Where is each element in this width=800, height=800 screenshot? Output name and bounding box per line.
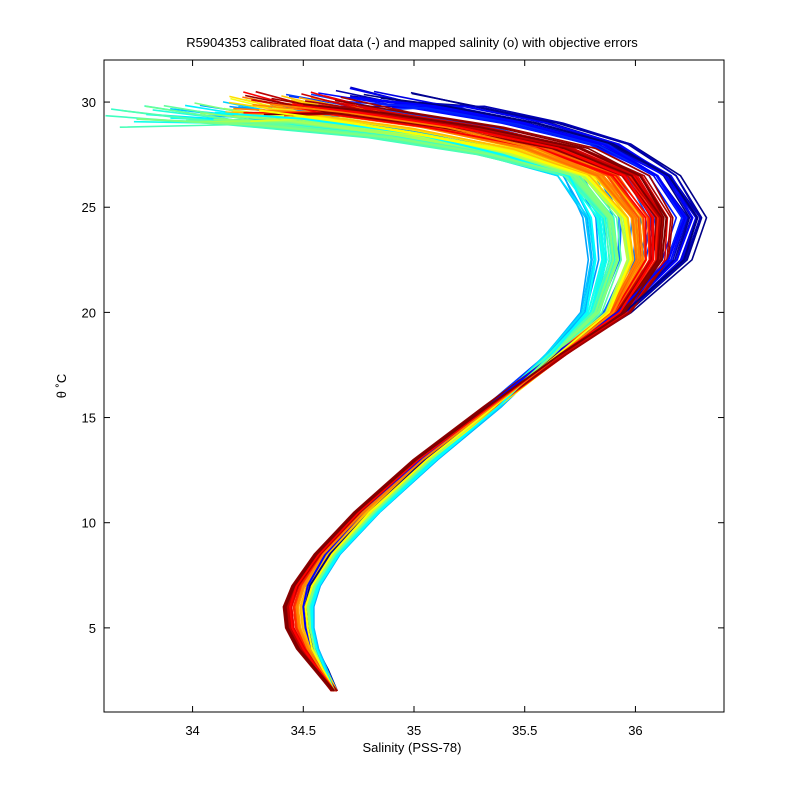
profile-line (119, 123, 615, 692)
series-line (269, 103, 641, 692)
profile-line (152, 109, 616, 692)
series-line (258, 109, 632, 692)
profile-line (133, 120, 608, 692)
profile-line (222, 101, 608, 692)
profile-line (136, 118, 619, 692)
profile-line (302, 96, 686, 692)
profile-line (199, 104, 593, 692)
x-tick-label: 35.5 (512, 723, 537, 738)
series-line (214, 111, 597, 692)
series-line (137, 117, 615, 692)
profile-line (217, 118, 605, 692)
y-tick-label: 15 (82, 411, 96, 426)
profile-line (163, 104, 615, 692)
profile-line (220, 121, 619, 692)
profile-line (110, 108, 614, 692)
profile-line (195, 110, 608, 692)
y-tick-label: 20 (82, 305, 96, 320)
profile-line (170, 117, 603, 692)
profile-line (185, 119, 622, 692)
series-line (289, 103, 655, 692)
x-tick-label: 35 (407, 723, 421, 738)
profile-line (144, 105, 618, 692)
profile-line (272, 113, 620, 692)
profile-line (151, 113, 595, 692)
profile-line (170, 108, 592, 692)
profile-line (213, 118, 620, 692)
axis-ticks: 34 34.5 35 35.5 36 5 10 15 20 25 30 (82, 60, 724, 738)
profile-line (121, 109, 611, 692)
profile-line (285, 107, 653, 692)
y-axis-label: θ ˚C (54, 374, 69, 399)
profile-line (194, 102, 618, 692)
x-axis-label: Salinity (PSS-78) (363, 740, 462, 755)
profile-line (263, 111, 663, 692)
profile-line (285, 113, 633, 692)
profile-line (184, 104, 606, 692)
profile-line (144, 105, 605, 692)
plot-frame (103, 59, 725, 713)
profile-line (146, 113, 610, 692)
y-tick-label: 10 (82, 516, 96, 531)
profile-line (209, 119, 630, 692)
profile-line (289, 109, 615, 692)
profile-line (199, 119, 633, 692)
profile-line (169, 119, 606, 692)
profile-line (234, 114, 629, 692)
x-tick-label: 34.5 (291, 723, 316, 738)
profile-lines (105, 86, 708, 692)
profile-line (105, 114, 613, 692)
y-tick-label: 5 (89, 621, 96, 636)
profile-line (200, 112, 631, 692)
series-line (284, 103, 668, 692)
series-line (302, 96, 686, 692)
chart-title: R5904353 calibrated float data (-) and m… (186, 35, 638, 50)
profile-line (273, 110, 623, 692)
profile-line (201, 114, 605, 692)
profile-line (260, 108, 634, 692)
x-tick-label: 34 (185, 723, 199, 738)
y-tick-label: 25 (82, 200, 96, 215)
x-tick-label: 36 (628, 723, 642, 738)
y-tick-label: 30 (82, 95, 96, 110)
